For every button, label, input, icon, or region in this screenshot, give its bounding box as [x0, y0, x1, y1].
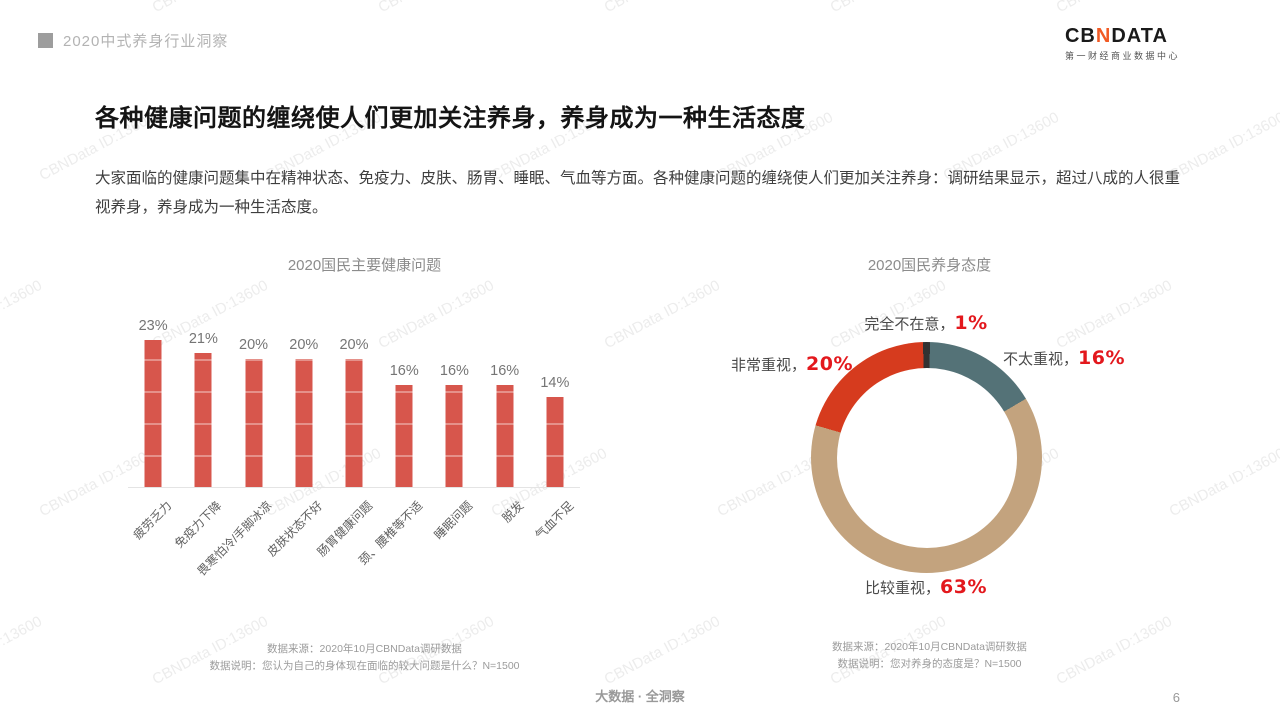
bar-value-label: 20% — [239, 337, 269, 353]
bar-slot: 23% — [128, 283, 178, 487]
bar-value-label: 21% — [188, 331, 218, 347]
donut-label-text: 完全不在意， — [864, 316, 955, 333]
cbndata-logo: CBNDATA 第一财经商业数据中心 — [1065, 25, 1180, 62]
category-slot: 睡眠问题 — [429, 488, 479, 616]
bar-slot: 14% — [530, 283, 580, 487]
bar-chart-section: 2020国民主要健康问题 23% 21% 20% 20% 20% 16% 16% 16% 14%… — [92, 255, 637, 675]
donut-label-slice-1: 不太重视，16% — [1003, 347, 1125, 369]
donut-chart-notes: 数据来源：2020年10月CBNData调研数据 数据说明：您对养身的态度是？N… — [647, 639, 1212, 673]
donut-ring — [811, 342, 1042, 573]
page-number: 6 — [1172, 690, 1180, 705]
bar-value-label: 20% — [339, 337, 369, 353]
donut-chart-source: 数据来源：2020年10月CBNData调研数据 — [832, 641, 1027, 653]
donut-label-slice-0: 完全不在意，1% — [810, 312, 1042, 334]
donut-label-text: 比较重视， — [865, 580, 941, 597]
logo-part-cb: CB — [1064, 25, 1096, 47]
donut-label-slice-3: 非常重视，20% — [647, 353, 853, 375]
donut-chart-title: 2020国民养身态度 — [867, 257, 992, 274]
category-label: 睡眠问题 — [431, 498, 476, 543]
bar-rect — [144, 340, 162, 487]
bar-slot: 20% — [228, 283, 278, 487]
cbndata-logo-subtitle: 第一财经商业数据中心 — [1064, 51, 1180, 61]
donut-chart-section: 2020国民养身态度 完全不在意，1% 不太重视，16% 比较重视，63% 非常… — [647, 255, 1212, 675]
bar-value-label: 23% — [138, 318, 168, 334]
bar-rect — [496, 385, 514, 487]
bar-rect — [395, 385, 413, 487]
donut-chart-plot: 完全不在意，1% 不太重视，16% 比较重视，63% 非常重视，20% — [647, 277, 1212, 617]
bar-rect — [345, 359, 363, 487]
logo-part-n: N — [1095, 25, 1112, 47]
bar-slot: 16% — [480, 283, 530, 487]
donut-label-value: 1% — [954, 312, 988, 334]
bar-chart-source: 数据来源：2020年10月CBNData调研数据 — [267, 643, 462, 655]
bar-chart-title: 2020国民主要健康问题 — [287, 257, 442, 274]
donut-label-value: 63% — [940, 576, 987, 598]
footer-slogan: 大数据 · 全洞察 — [595, 689, 685, 704]
bar-value-label: 16% — [439, 363, 469, 379]
bar-slot: 20% — [329, 283, 379, 487]
bar-chart-category-axis: 疲劳乏力 免疫力下降 畏寒怕冷/手脚冰凉 皮肤状态不好 肠胃健康问题 颈、腰椎等不适 睡眠问… — [128, 488, 580, 616]
category-label: 疲劳乏力 — [130, 498, 175, 543]
bar-rect — [295, 359, 313, 487]
bar-rect — [194, 353, 212, 487]
category-slot: 疲劳乏力 — [128, 488, 178, 616]
body-paragraph: 大家面临的健康问题集中在精神状态、免疫力、皮肤、肠胃、睡眠、气血等方面。各种健康… — [95, 170, 1181, 216]
category-slot: 气血不足 — [530, 488, 580, 616]
donut-label-value: 20% — [806, 353, 853, 375]
page-title: 各种健康问题的缠绕使人们更加关注养身，养身成为一种生活态度 — [95, 105, 806, 132]
bar-slot: 16% — [429, 283, 479, 487]
breadcrumb-label: 2020中式养身行业洞察 — [63, 33, 229, 50]
bar-chart-note: 数据说明：您认为自己的身体现在面临的较大问题是什么？N=1500 — [209, 660, 520, 672]
bar-slot: 20% — [279, 283, 329, 487]
cbndata-logo-wordmark: CBNDATA — [1065, 25, 1180, 47]
donut-label-text: 非常重视， — [731, 357, 807, 374]
category-label: 气血不足 — [532, 498, 577, 543]
donut-chart-note: 数据说明：您对养身的态度是？N=1500 — [837, 658, 1022, 670]
bar-slot: 16% — [379, 283, 429, 487]
bar-value-label: 14% — [540, 375, 570, 391]
category-label: 脱发 — [499, 498, 526, 526]
bar-value-label: 16% — [389, 363, 419, 379]
bar-rect — [546, 397, 564, 487]
bar-slot: 21% — [178, 283, 228, 487]
charts-row: 2020国民主要健康问题 23% 21% 20% 20% 20% 16% 16% 16% 14%… — [0, 255, 1280, 675]
bar-chart-notes: 数据来源：2020年10月CBNData调研数据 数据说明：您认为自己的身体现在… — [92, 641, 637, 675]
category-slot: 颈、腰椎等不适 — [356, 488, 429, 616]
bar-chart-plot: 23% 21% 20% 20% 20% 16% 16% 16% 14% — [128, 283, 580, 488]
donut-label-text: 不太重视， — [1003, 351, 1079, 368]
bar-value-label: 20% — [289, 337, 319, 353]
bar-rect — [245, 359, 263, 487]
bar-value-label: 16% — [490, 363, 520, 379]
donut-label-value: 16% — [1078, 347, 1125, 369]
bar-rect — [445, 385, 463, 487]
logo-part-data: DATA — [1111, 25, 1168, 47]
breadcrumb-square-icon — [38, 33, 53, 48]
donut-hole — [836, 367, 1017, 548]
breadcrumb: 2020中式养身行业洞察 — [38, 30, 228, 51]
category-slot: 脱发 — [480, 488, 530, 616]
donut-label-slice-2: 比较重视，63% — [810, 576, 1042, 598]
